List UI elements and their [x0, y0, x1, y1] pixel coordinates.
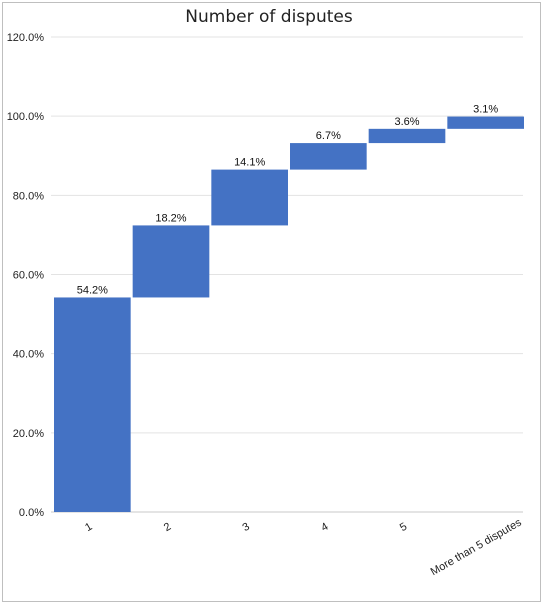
y-tick-label: 40.0% — [13, 349, 44, 361]
data-label: 54.2% — [77, 284, 108, 296]
chart-title: Number of disputes — [185, 7, 353, 27]
bar — [132, 225, 210, 298]
x-tick-label: 2 — [162, 521, 173, 534]
x-tick-label: 3 — [241, 521, 252, 534]
data-labels: 54.2% 18.2% 14.1% 6.7% 3.6% 3.1% — [77, 104, 499, 297]
y-tick-label: 80.0% — [13, 190, 44, 202]
x-axis-tick-labels: 1 2 3 4 5 More than 5 disputes — [83, 516, 524, 578]
y-tick-label: 20.0% — [13, 428, 44, 440]
data-label: 14.1% — [234, 157, 265, 169]
bar — [447, 116, 524, 129]
waterfall-chart: Number of disputes 0.0% 20.0% 40.0% 60.0% 80… — [7, 7, 524, 578]
x-tick-label: 4 — [319, 521, 330, 534]
bar — [290, 143, 367, 170]
data-label: 6.7% — [316, 130, 341, 142]
data-label: 3.1% — [473, 104, 498, 116]
y-tick-label: 100.0% — [7, 111, 45, 123]
y-tick-label: 120.0% — [7, 32, 45, 44]
y-axis-tick-labels: 0.0% 20.0% 40.0% 60.0% 80.0% 100.0% 120.0% — [7, 32, 45, 519]
bar — [211, 169, 288, 226]
y-tick-label: 60.0% — [13, 270, 44, 282]
data-label: 3.6% — [394, 116, 419, 128]
data-label: 18.2% — [155, 212, 186, 224]
bars — [54, 116, 524, 512]
bar — [368, 128, 446, 144]
x-tick-label: 1 — [83, 521, 94, 534]
y-tick-label: 0.0% — [19, 507, 44, 519]
bar — [54, 297, 131, 512]
x-tick-label: 5 — [398, 521, 409, 534]
x-tick-label: More than 5 disputes — [429, 516, 524, 578]
chart-frame: Number of disputes 0.0% 20.0% 40.0% 60.0% 80… — [2, 2, 541, 602]
